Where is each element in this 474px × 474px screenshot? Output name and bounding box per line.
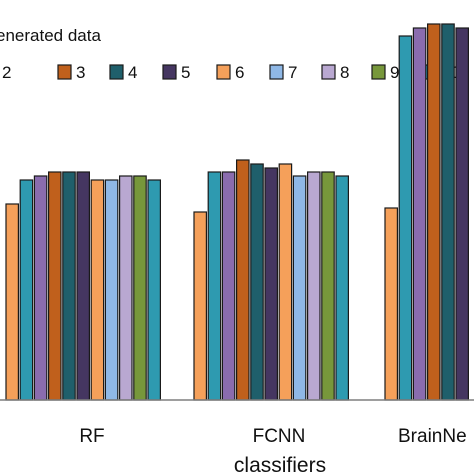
legend-swatch-9	[371, 64, 386, 80]
legend-swatch-6	[216, 64, 231, 80]
bar-series-5-rf	[76, 171, 90, 401]
legend-swatch-8	[321, 64, 336, 80]
x-tick-label-brainne: BrainNe	[398, 426, 467, 447]
x-tick-label-rf: RF	[79, 426, 104, 447]
bar-series-9-fcnn	[321, 171, 335, 401]
bar-series-9-rf	[133, 175, 147, 401]
bar-series-2-brainne	[412, 27, 427, 401]
legend-title: enerated data	[0, 26, 101, 45]
bar-series-4-rf	[62, 171, 76, 401]
bars	[5, 23, 469, 401]
bar-series-10-rf	[147, 179, 161, 401]
bar-series-4-brainne	[441, 23, 455, 401]
legend-label-7: 7	[288, 63, 297, 82]
legend-label-5: 5	[181, 63, 190, 82]
x-axis-title: classifiers	[234, 454, 326, 474]
bar-series-1-brainne	[398, 35, 413, 401]
bar-series-3-rf	[47, 171, 62, 401]
bar-series-0-rf	[5, 203, 19, 401]
legend-label-2: 2	[2, 63, 11, 82]
bar-series-3-fcnn	[236, 159, 250, 401]
x-tick-labels: RF FCNN BrainNe	[79, 426, 466, 447]
bar-series-7-fcnn	[292, 175, 307, 401]
bar-series-2-fcnn	[221, 171, 236, 401]
bar-series-8-rf	[118, 175, 133, 401]
bar-series-0-brainne	[384, 207, 398, 401]
bar-series-1-rf	[19, 179, 34, 401]
legend-label-6: 6	[235, 63, 244, 82]
bar-series-3-brainne	[427, 23, 441, 401]
bar-series-5-fcnn	[264, 167, 278, 401]
legend-swatch-5	[162, 64, 177, 80]
bar-series-8-fcnn	[307, 171, 321, 401]
bar-series-0-fcnn	[193, 211, 207, 401]
bar-series-10-fcnn	[335, 175, 349, 401]
legend-label-4: 4	[128, 63, 137, 82]
legend-label-8: 8	[340, 63, 349, 82]
legend-label-3: 3	[76, 63, 85, 82]
legend-swatch-7	[269, 64, 284, 80]
bar-series-4-fcnn	[250, 163, 264, 401]
legend: 2345678910	[2, 63, 460, 82]
bar-series-2-rf	[33, 175, 48, 401]
x-tick-label-fcnn: FCNN	[253, 426, 306, 447]
bar-series-5-brainne	[455, 27, 469, 401]
bar-series-7-rf	[104, 179, 119, 401]
legend-label-9: 9	[390, 63, 399, 82]
legend-swatch-4	[109, 64, 124, 80]
bar-series-6-fcnn	[278, 163, 293, 401]
bar-series-1-fcnn	[207, 171, 222, 401]
legend-swatch-3	[57, 64, 72, 80]
bar-series-6-rf	[90, 179, 105, 401]
